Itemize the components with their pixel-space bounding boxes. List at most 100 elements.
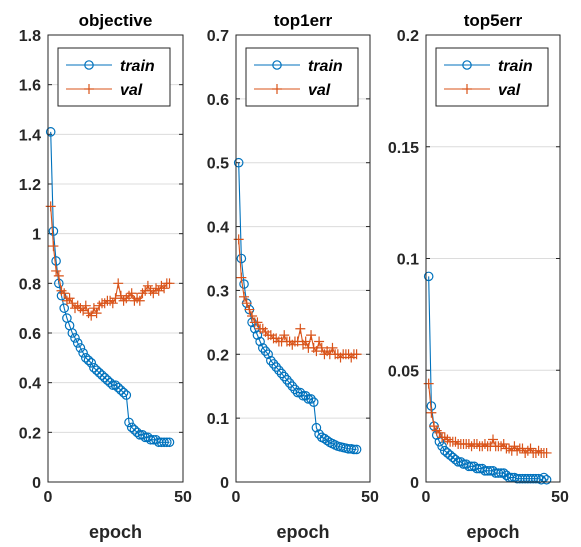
data-point xyxy=(162,437,172,448)
data-point xyxy=(153,285,164,296)
data-point xyxy=(525,443,536,454)
data-point xyxy=(51,265,62,276)
data-point xyxy=(56,285,67,296)
series-val xyxy=(233,234,362,363)
data-point xyxy=(322,435,332,446)
data-point xyxy=(59,288,70,299)
chart-2: 0 0.1 0.2 0.3 0.4 0.5 0.6 0.7 0 50 top1err epoch tra… xyxy=(207,11,379,542)
data-point xyxy=(316,342,327,353)
data-point xyxy=(282,375,292,385)
series-train xyxy=(233,157,362,455)
x-tick-label: 50 xyxy=(551,489,569,506)
x-tick-label: 0 xyxy=(422,489,431,506)
data-point xyxy=(252,317,263,328)
data-point xyxy=(431,425,442,436)
data-point xyxy=(290,384,300,395)
data-point xyxy=(263,349,273,360)
y-tick-label: 0.2 xyxy=(19,425,41,442)
legend-box xyxy=(435,47,549,107)
data-point xyxy=(45,127,56,137)
x-axis-label: epoch xyxy=(466,522,519,542)
data-point xyxy=(137,430,148,440)
legend-box xyxy=(57,47,171,107)
data-point xyxy=(247,310,258,321)
y-tick-label: 0.1 xyxy=(397,252,419,269)
legend-marker xyxy=(462,84,472,94)
chart-1: 0 0.2 0.4 0.6 0.8 1 1.2 1.4 1.6 1.8 0 50 objective ep… xyxy=(19,11,192,542)
data-point xyxy=(233,157,244,168)
data-point xyxy=(351,349,362,360)
data-point xyxy=(351,444,362,455)
data-point xyxy=(496,468,506,478)
y-tick-label: 0.3 xyxy=(207,283,229,300)
y-tick-label: 0 xyxy=(410,475,419,492)
legend-marker xyxy=(272,84,282,94)
data-point xyxy=(70,333,80,343)
data-point xyxy=(61,295,72,306)
data-point xyxy=(327,342,338,353)
legend: train val xyxy=(435,47,549,107)
y-tick-label: 0.15 xyxy=(388,140,419,157)
data-point xyxy=(439,432,450,443)
data-point xyxy=(99,372,110,383)
data-point xyxy=(45,201,56,212)
data-point xyxy=(159,283,170,294)
data-point xyxy=(236,253,247,264)
data-point xyxy=(126,288,137,299)
data-point xyxy=(236,272,247,283)
series-train xyxy=(45,127,175,448)
data-point xyxy=(80,300,91,311)
data-point xyxy=(64,293,75,304)
series-val xyxy=(423,378,552,458)
data-point xyxy=(51,256,61,266)
data-point xyxy=(426,407,437,418)
data-point xyxy=(496,441,507,452)
y-tick-label: 0.7 xyxy=(207,28,229,45)
chart-title: top5err xyxy=(464,11,523,30)
legend-label: train xyxy=(120,58,155,75)
legend: train val xyxy=(245,47,359,107)
data-point xyxy=(434,427,445,438)
data-point xyxy=(86,310,97,321)
data-point xyxy=(533,445,544,456)
data-point xyxy=(118,295,129,306)
axes-box xyxy=(235,34,371,483)
data-point xyxy=(102,375,113,385)
x-tick-label: 50 xyxy=(174,489,192,506)
legend-item-train: train xyxy=(66,58,155,75)
data-point xyxy=(91,365,102,376)
data-point xyxy=(81,353,91,363)
data-point xyxy=(488,434,498,445)
legend-marker xyxy=(462,60,472,70)
data-point xyxy=(311,422,322,433)
y-tick-label: 0.6 xyxy=(207,92,229,109)
legend-label: val xyxy=(498,82,521,99)
y-tick-label: 1.2 xyxy=(19,177,41,194)
legend-label: train xyxy=(308,58,343,75)
data-point xyxy=(159,437,169,448)
data-point xyxy=(126,422,137,433)
data-point xyxy=(268,359,279,369)
data-point xyxy=(121,390,132,400)
data-point xyxy=(306,330,317,341)
data-point xyxy=(295,387,306,398)
data-point xyxy=(252,330,263,340)
data-point xyxy=(300,390,311,401)
data-point xyxy=(284,378,295,388)
legend-item-train: train xyxy=(444,58,533,75)
data-point xyxy=(91,308,102,319)
data-point xyxy=(295,323,306,334)
data-point xyxy=(124,290,134,301)
data-point xyxy=(148,288,159,299)
data-point xyxy=(541,474,552,485)
data-point xyxy=(118,387,129,398)
data-point xyxy=(279,330,290,341)
y-tick-label: 0.2 xyxy=(397,28,419,45)
data-point xyxy=(292,387,303,398)
data-point xyxy=(113,382,123,393)
y-tick-label: 0.4 xyxy=(207,220,229,237)
data-point xyxy=(241,298,252,309)
data-point xyxy=(314,336,325,347)
